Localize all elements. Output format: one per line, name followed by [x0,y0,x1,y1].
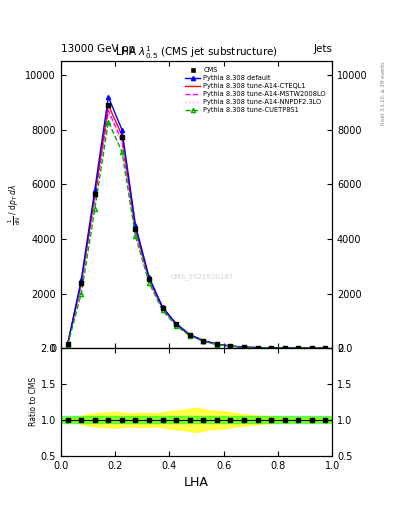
Point [64,340,71,348]
Point [200,337,206,345]
Point [268,344,274,352]
Point [241,416,247,424]
Point [187,331,193,339]
Point [146,275,152,283]
Point [173,416,179,424]
Point [173,321,179,329]
Y-axis label: $\mathregular{\frac{1}{dN}\ /\ d}p_T\,d\lambda$: $\mathregular{\frac{1}{dN}\ /\ d}p_T\,d\… [6,184,23,225]
Point [268,416,274,424]
Point [214,416,220,424]
Point [227,342,233,350]
Point [92,416,98,424]
Point [214,340,220,348]
Y-axis label: Ratio to CMS: Ratio to CMS [29,377,38,426]
Point [132,225,139,233]
Point [160,416,166,424]
Point [295,416,301,424]
Point [254,344,261,352]
Point [241,343,247,351]
Legend: CMS, Pythia 8.308 default, Pythia 8.308 tune-A14-CTEQL1, Pythia 8.308 tune-A14-M: CMS, Pythia 8.308 default, Pythia 8.308 … [183,65,329,116]
Point [78,279,84,287]
Point [309,344,315,352]
Title: LHA $\lambda^{1}_{0.5}$ (CMS jet substructure): LHA $\lambda^{1}_{0.5}$ (CMS jet substru… [115,45,278,61]
Point [200,416,206,424]
Point [92,190,98,198]
Point [160,304,166,312]
Point [281,344,288,352]
Point [64,416,71,424]
Point [78,416,84,424]
Point [322,344,329,352]
Point [105,416,112,424]
Point [295,344,301,352]
Text: Jets: Jets [313,44,332,54]
X-axis label: LHA: LHA [184,476,209,489]
Point [227,416,233,424]
Point [119,416,125,424]
Point [254,416,261,424]
Text: CMS_2021920187: CMS_2021920187 [170,273,233,280]
Point [309,416,315,424]
Text: Rivet 3.1.10, ≥ 3M events: Rivet 3.1.10, ≥ 3M events [381,61,386,125]
Point [281,416,288,424]
Point [187,416,193,424]
Point [119,133,125,141]
Point [105,101,112,109]
Text: 13000 GeV pp: 13000 GeV pp [61,44,135,54]
Point [146,416,152,424]
Point [322,416,329,424]
Point [132,416,139,424]
